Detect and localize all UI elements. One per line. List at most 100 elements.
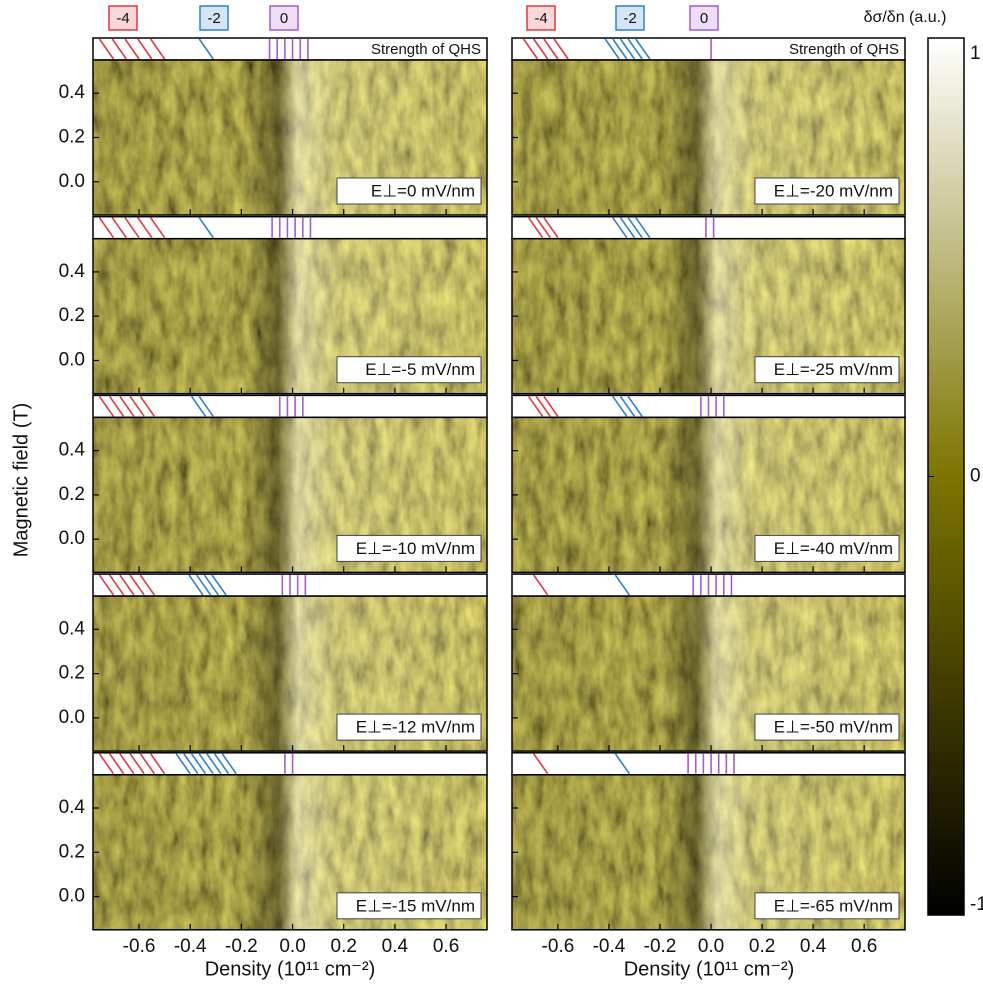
qhs-line [139, 574, 156, 596]
qhs-line [198, 753, 214, 775]
qhs-line [553, 38, 569, 60]
annotation-box [336, 177, 482, 205]
qhs-line [543, 395, 559, 417]
qhs-line [604, 38, 620, 60]
qhs-line [543, 217, 559, 239]
annotation-box [754, 534, 900, 562]
x-tick-label: 0.6 [433, 936, 459, 957]
colorbar-label: δσ/δn (a.u.) [864, 9, 947, 26]
qhs-line [129, 753, 145, 775]
qhs-line [619, 217, 636, 239]
legend-label: -4 [534, 10, 547, 27]
legend-box [689, 5, 719, 31]
panel: E⊥=-50 mV/nm [511, 573, 906, 752]
qhs-line [635, 38, 651, 60]
qhs-line [527, 217, 544, 239]
x-tick-label: 0.2 [331, 936, 357, 957]
annotation-box [336, 534, 482, 562]
panel: E⊥=-65 mV/nm -0.6 -0.4 -0.2 0.0 0.2 0.4 0.6 [511, 752, 906, 957]
y-tick-label: 0.2 [59, 305, 85, 326]
panel: E⊥=-10 mV/nm 0.0 0.2 0.4 [59, 394, 488, 574]
y-tick-label: 0.0 [59, 171, 85, 192]
qhs-line [627, 395, 643, 417]
panel: Strength of QHS E⊥=-20 mV/nm [511, 37, 906, 216]
qhs-line [614, 574, 631, 596]
colorbar-tick-label: 0 [970, 466, 981, 487]
qhs-line [119, 753, 135, 775]
annotation: E⊥=0 mV/nm [371, 181, 475, 200]
qhs-line [612, 395, 628, 417]
qhs-line [119, 395, 135, 417]
legend-label: 0 [700, 10, 708, 27]
qhs-line [109, 753, 125, 775]
qhs-strip [511, 752, 906, 776]
qhs-line [149, 217, 166, 239]
annotation-box [336, 356, 482, 384]
qhs-line [221, 753, 237, 775]
y-tick-label: 0.2 [59, 127, 85, 148]
qhs-line [188, 574, 204, 596]
annotation-box [754, 356, 900, 384]
panel: E⊥=-12 mV/nm 0.0 0.2 0.4 [59, 573, 488, 752]
qhs-line [98, 574, 115, 596]
y-tick-label: 0.2 [59, 841, 85, 862]
legend-box [269, 5, 299, 31]
y-tick-label: 0.4 [59, 440, 86, 461]
qhs-line [627, 38, 643, 60]
qhs-line [98, 217, 115, 239]
annotation: E⊥=-10 mV/nm [356, 539, 475, 558]
annotation: E⊥=-50 mV/nm [774, 718, 893, 737]
x-tick-label: 0.4 [800, 936, 827, 957]
annotation-box [336, 713, 482, 741]
legend-box [108, 5, 138, 31]
qhs-line [522, 38, 539, 60]
qhs-line [533, 574, 549, 596]
qhs-strip [511, 215, 906, 240]
y-tick-label: 0.4 [59, 797, 86, 818]
qhs-line [109, 395, 125, 417]
qhs-line [627, 217, 643, 239]
qhs-line [98, 753, 115, 775]
qhs-line [198, 395, 214, 417]
strip-title: Strength of QHS [371, 41, 481, 58]
qhs-line [137, 217, 153, 239]
y-tick-label: 0.2 [59, 484, 85, 505]
qhs-line [139, 395, 156, 417]
annotation: E⊥=-12 mV/nm [356, 718, 475, 737]
qhs-line [124, 217, 140, 239]
annotation: E⊥=-15 mV/nm [356, 896, 475, 915]
qhs-line [198, 217, 214, 239]
qhs-line [619, 38, 636, 60]
x-tick-label: -0.6 [123, 936, 156, 957]
annotation-box [754, 177, 900, 205]
annotation-box [754, 713, 900, 741]
qhs-line [635, 217, 651, 239]
y-axis-label: Magnetic field (T) [10, 403, 32, 558]
qhs-line [203, 574, 220, 596]
annotation-box [754, 892, 900, 920]
x-tick-label: 0.6 [851, 936, 877, 957]
y-tick-label: 0.0 [59, 707, 85, 728]
qhs-line [198, 38, 214, 60]
panel: Strength of QHS E⊥=0 mV/nm 0.0 0.2 0.4 [59, 37, 488, 216]
legend-label: -2 [623, 10, 636, 27]
qhs-line [98, 38, 115, 60]
y-tick-label: 0.2 [59, 663, 85, 684]
qhs-line [183, 753, 199, 775]
qhs-line [196, 574, 212, 596]
qhs-line [111, 217, 127, 239]
qhs-line [129, 574, 145, 596]
y-tick-label: 0.4 [59, 82, 86, 103]
qhs-line [206, 753, 222, 775]
annotation-box [336, 892, 482, 920]
panel: E⊥=-15 mV/nm 0.0 0.2 0.4 -0.6 -0.4 -0.2 0.0 0.2 0… [59, 752, 488, 957]
qhs-line [190, 753, 207, 775]
qhs-line [137, 38, 153, 60]
panel: E⊥=-40 mV/nm [511, 394, 906, 574]
x-tick-label: -0.4 [593, 936, 626, 957]
qhs-line [149, 753, 166, 775]
qhs-line [543, 38, 559, 60]
x-tick-label: 0.0 [279, 936, 305, 957]
x-axis-label: Density (10¹¹ cm⁻²) [205, 958, 376, 980]
